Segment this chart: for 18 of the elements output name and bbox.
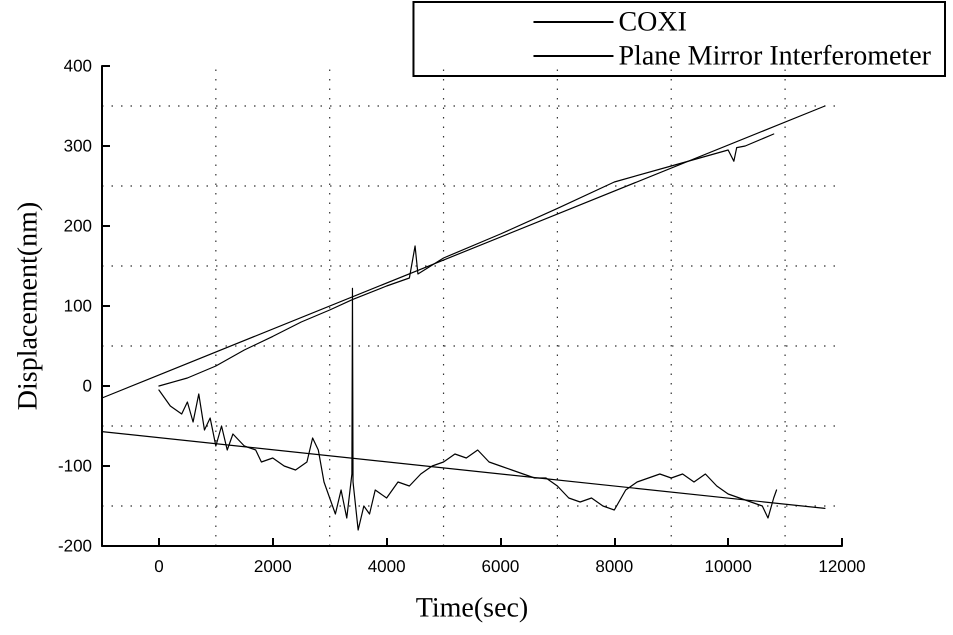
y-tick-label: -200 — [58, 536, 92, 556]
x-tick-label: 10000 — [704, 557, 752, 576]
x-tick-label: 8000 — [595, 557, 634, 576]
y-tick-label: 300 — [64, 136, 92, 156]
legend-label: Plane Mirror Interferometer — [618, 40, 932, 72]
x-tick-label: 2000 — [254, 557, 292, 576]
x-tick-label: 0 — [154, 557, 164, 576]
y-tick-label: 0 — [82, 376, 92, 396]
y-tick-label: -100 — [58, 456, 92, 476]
legend-label: COXI — [618, 6, 687, 38]
y-axis-title: Displacement(nm) — [12, 202, 44, 410]
y-tick-label: 100 — [64, 296, 92, 316]
x-tick-label: 6000 — [482, 557, 520, 576]
y-tick-label: 400 — [64, 56, 92, 76]
x-axis-title: Time(sec) — [416, 592, 528, 624]
y-tick-label: 200 — [64, 216, 92, 236]
x-tick-label: 4000 — [368, 557, 406, 576]
x-tick-label: 12000 — [818, 557, 866, 576]
